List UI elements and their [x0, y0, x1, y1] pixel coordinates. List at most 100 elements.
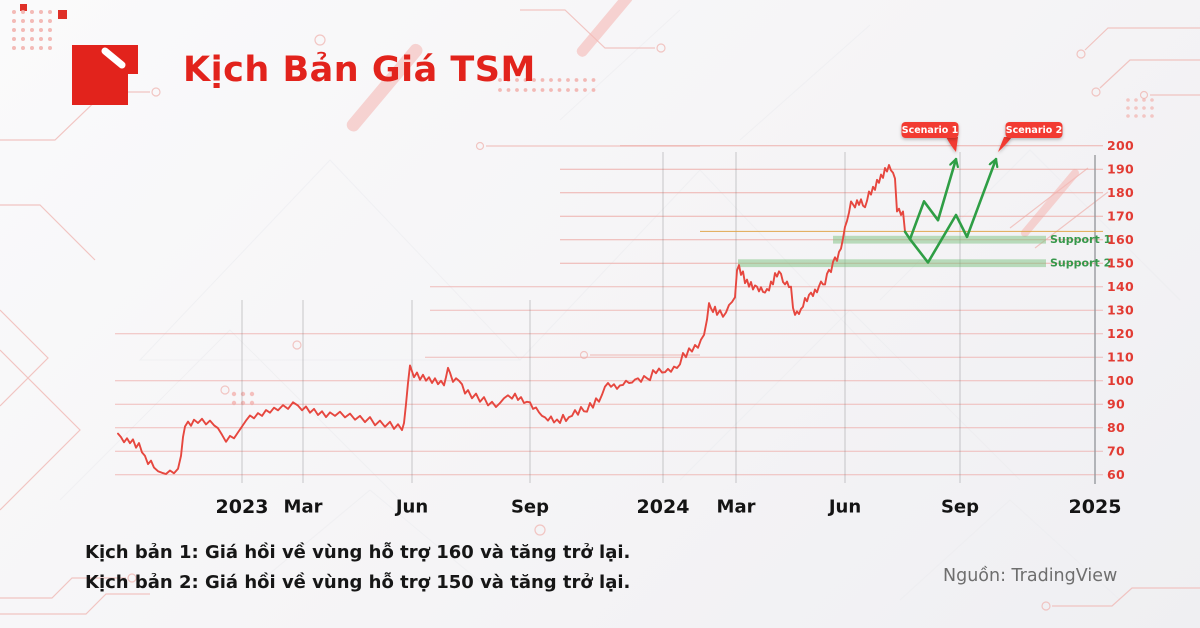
- page-title: Kịch Bản Giá TSM: [183, 50, 536, 90]
- decor-dot: [566, 88, 570, 92]
- y-tick-label-90: 90: [1107, 397, 1125, 412]
- decor-dot: [21, 46, 25, 50]
- y-tick-label-160: 160: [1107, 232, 1134, 247]
- decor-dot: [506, 88, 511, 92]
- decor-dot: [540, 78, 545, 82]
- scenario-1-note: Kịch bản 1: Giá hồi về vùng hỗ trợ 160 v…: [85, 542, 631, 563]
- x-label-Sep: Sep: [511, 497, 549, 518]
- decor-dot: [583, 78, 587, 82]
- decor-dot: [566, 78, 570, 82]
- source-credit: Nguồn: TradingView: [943, 566, 1118, 586]
- y-tick-label-180: 180: [1107, 185, 1134, 200]
- decor-dot: [12, 19, 16, 23]
- decor-dot: [1126, 106, 1130, 110]
- decor-dot: [532, 78, 536, 82]
- decor-dot: [1150, 106, 1154, 110]
- x-label-2025: 2025: [1069, 496, 1122, 518]
- decor-dot: [39, 46, 43, 50]
- triangle-pattern: [59, 9, 1181, 601]
- y-tick-label-80: 80: [1107, 420, 1125, 435]
- y-tick-label-130: 130: [1107, 303, 1134, 318]
- y-tick-label-190: 190: [1107, 162, 1134, 177]
- y-tick-label-110: 110: [1107, 350, 1134, 365]
- decor-dot: [549, 88, 553, 92]
- decor-dot: [1142, 98, 1146, 102]
- decor-dot: [506, 78, 511, 82]
- scenario-badge-tail-1: [946, 137, 958, 152]
- decor-dot: [583, 88, 587, 92]
- decor-dot: [557, 88, 562, 92]
- corner-accents: [20, 4, 67, 19]
- decor-dot: [591, 78, 596, 82]
- decor-dot: [515, 88, 519, 92]
- support-label-1: Support 1: [1050, 233, 1111, 246]
- decor-dot: [12, 28, 16, 32]
- decor-dot: [30, 10, 34, 14]
- x-label-Jun: Jun: [827, 497, 861, 518]
- dot-grids: [12, 10, 1154, 406]
- support-band-2: [738, 259, 1046, 268]
- decor-dot: [1134, 106, 1138, 110]
- x-label-2024: 2024: [637, 496, 690, 518]
- y-tick-label-200: 200: [1107, 138, 1134, 153]
- decor-dot: [549, 78, 553, 82]
- y-tick-label-140: 140: [1107, 279, 1134, 294]
- y-tick-label-100: 100: [1107, 373, 1134, 388]
- decor-dot: [523, 78, 528, 82]
- decor-dot: [48, 28, 52, 32]
- scenario-badge-label-2: Scenario 2: [1006, 125, 1062, 136]
- scenario-arrow-2: [908, 157, 996, 264]
- brand-logo: [72, 45, 138, 105]
- decor-dot: [515, 78, 519, 82]
- decor-dot: [39, 28, 43, 32]
- decor-dot: [30, 19, 34, 23]
- decor-dot: [1134, 98, 1138, 102]
- decor-dot: [1150, 114, 1154, 118]
- scenario-badge-2: [1005, 122, 1063, 138]
- y-tick-label-170: 170: [1107, 209, 1134, 224]
- scenario-arrow-1: [903, 157, 956, 241]
- decor-dot: [48, 46, 52, 50]
- x-label-2023: 2023: [216, 496, 269, 518]
- pink-slashes: [346, 0, 1080, 237]
- decor-dot: [240, 391, 246, 397]
- decor-dot: [574, 78, 579, 82]
- decor-dot: [30, 28, 34, 32]
- decor-dot: [1126, 98, 1130, 102]
- support-band-1: [833, 235, 1046, 244]
- decor-dot: [1126, 114, 1130, 118]
- y-tick-label-70: 70: [1107, 444, 1125, 459]
- decor-dot: [48, 19, 52, 23]
- scenario-badge-1: [901, 122, 959, 138]
- decor-dot: [498, 88, 502, 92]
- x-label-Mar: Mar: [717, 497, 756, 518]
- decor-dot: [48, 37, 52, 41]
- decor-dot: [21, 10, 25, 14]
- x-label-Mar: Mar: [284, 497, 323, 518]
- decor-dot: [1134, 114, 1138, 118]
- decor-dot: [30, 46, 34, 50]
- decor-dot: [12, 10, 16, 14]
- support-label-2: Support 2: [1050, 257, 1111, 270]
- decor-dot: [12, 37, 16, 41]
- decor-dot: [30, 37, 34, 41]
- scenario-badge-label-1: Scenario 1: [902, 125, 958, 136]
- price-line: [117, 164, 906, 475]
- decor-dot: [1150, 98, 1154, 102]
- decor-dot: [249, 391, 255, 397]
- decor-dot: [39, 37, 43, 41]
- decor-dot: [1142, 114, 1146, 118]
- decor-dot: [540, 88, 545, 92]
- x-label-Jun: Jun: [394, 497, 428, 518]
- decor-dot: [591, 88, 596, 92]
- decor-dot: [21, 37, 25, 41]
- decor-dot: [12, 46, 16, 50]
- x-label-Sep: Sep: [941, 497, 979, 518]
- decor-dot: [231, 391, 237, 397]
- decor-dot: [1142, 106, 1146, 110]
- scenario-badge-tail-2: [998, 137, 1012, 152]
- brand-logo-icon: [72, 45, 138, 105]
- decor-dot: [574, 88, 579, 92]
- decor-dot: [39, 10, 43, 14]
- decor-dot: [39, 19, 43, 23]
